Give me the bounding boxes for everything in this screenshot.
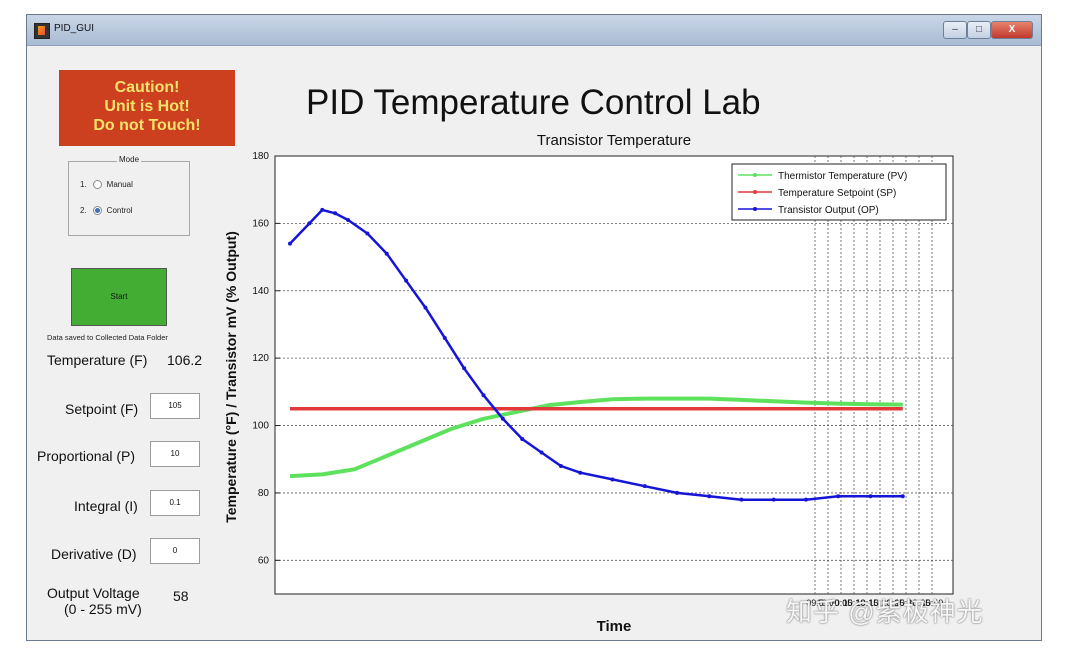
setpoint-input[interactable]: 105 <box>150 393 200 419</box>
y-tick-label: 60 <box>258 555 270 566</box>
chart-legend: Thermistor Temperature (PV) Temperature S… <box>731 163 947 221</box>
setpoint-label: Setpoint (F) <box>65 401 139 417</box>
mode-option-manual[interactable]: 1. Manual <box>80 180 133 189</box>
op-data-point <box>675 490 679 495</box>
caution-line-1: Caution! <box>114 79 180 96</box>
op-data-point <box>610 477 615 482</box>
x-tick-label: 10:30 <box>895 598 918 608</box>
pv-series-line <box>289 396 903 479</box>
temperature-label: Temperature (F) <box>47 352 148 368</box>
x-tick-label: 09:5 <box>806 598 824 608</box>
legend-label: Temperature Setpoint (SP) <box>778 188 896 199</box>
op-data-point <box>365 231 370 236</box>
close-button[interactable]: X <box>991 21 1033 39</box>
minimize-button[interactable]: – <box>943 21 967 39</box>
op-data-point <box>462 366 467 371</box>
gui-content: Caution! Unit is Hot! Do not Touch! Mode… <box>27 46 1041 642</box>
caution-line-2: Unit is Hot! <box>104 98 190 115</box>
x-tick-label: 10:15 <box>856 598 879 608</box>
app-title: PID Temperature Control Lab <box>306 83 761 122</box>
op-data-point <box>739 497 744 502</box>
y-grid: 60 80 100 120 140 160 180 <box>252 151 953 566</box>
op-data-point <box>384 251 389 256</box>
op-data-point <box>804 497 808 502</box>
saved-note: Data saved to Collected Data Folder <box>47 333 168 342</box>
mode-option-number: 2. <box>80 206 87 215</box>
y-tick-label: 160 <box>252 218 269 229</box>
start-button[interactable]: Start <box>71 268 167 326</box>
integral-label: Integral (I) <box>74 498 138 514</box>
output-voltage-value: 58 <box>173 588 189 604</box>
y-tick-label: 140 <box>252 286 269 297</box>
derivative-label: Derivative (D) <box>51 546 137 562</box>
y-tick-label: 100 <box>252 421 269 432</box>
window-title: PID_GUI <box>54 23 95 34</box>
legend-marker <box>753 173 757 177</box>
output-voltage-label: Output Voltage <box>47 585 140 601</box>
plot-area <box>274 155 954 595</box>
x-tick-label: 10:00 <box>817 598 840 608</box>
y-axis-label: Temperature (°F) / Transistor mV (% Outp… <box>223 231 239 523</box>
op-data-point <box>404 278 409 283</box>
mode-option-label: Control <box>106 206 133 215</box>
op-data-point <box>423 305 428 310</box>
y-tick-label: 120 <box>252 353 269 364</box>
op-data-point <box>868 494 873 499</box>
mode-group: Mode 1. Manual 2. Control <box>68 155 190 236</box>
op-data-point <box>707 494 712 499</box>
op-data-point <box>900 494 905 499</box>
x-grid: 09:510:0010:0510:1010:1510:2010:2510:301… <box>806 156 943 608</box>
legend-label: Transistor Output (OP) <box>778 205 879 216</box>
x-tick-label: 10:25 <box>882 598 905 608</box>
op-data-point <box>558 463 563 468</box>
op-data-point <box>578 470 583 475</box>
op-data-point <box>520 437 525 442</box>
op-data-point <box>320 207 325 212</box>
caution-line-3: Do not Touch! <box>93 117 201 134</box>
maximize-button[interactable]: □ <box>967 21 991 39</box>
op-data-point <box>642 484 647 489</box>
chart-title: Transistor Temperature <box>537 132 691 149</box>
series-group <box>288 207 905 502</box>
derivative-input[interactable]: 0 <box>150 538 200 564</box>
op-data-point <box>481 393 486 398</box>
y-tick-label: 180 <box>252 151 269 162</box>
output-voltage-range: (0 - 255 mV) <box>64 601 142 617</box>
x-tick-label: 10:20 <box>869 598 892 608</box>
x-tick-label: 10:40 <box>921 598 944 608</box>
op-data-point <box>307 221 312 226</box>
legend-marker <box>753 207 757 211</box>
proportional-input[interactable]: 10 <box>150 441 200 467</box>
manual-radio[interactable] <box>92 180 102 189</box>
op-data-point <box>539 450 544 455</box>
watermark: 知乎 @紫极神光 <box>786 597 984 627</box>
x-tick-label: 10:05 <box>830 598 853 608</box>
op-data-point <box>346 218 351 223</box>
title-bar[interactable]: PID_GUI – □ X <box>27 15 1041 46</box>
op-data-point <box>500 416 505 421</box>
matlab-app-icon <box>34 23 50 39</box>
mode-option-number: 1. <box>80 180 87 189</box>
x-tick-label: 10:10 <box>843 598 866 608</box>
mode-legend: Mode <box>117 155 142 164</box>
op-data-point <box>771 497 776 502</box>
mode-option-control[interactable]: 2. Control <box>80 206 132 215</box>
op-data-point <box>836 494 841 499</box>
op-data-point <box>442 335 447 340</box>
proportional-label: Proportional (P) <box>37 448 136 464</box>
x-axis-label: Time <box>597 618 632 635</box>
control-radio[interactable] <box>92 206 102 215</box>
y-tick-label: 80 <box>258 488 270 499</box>
x-tick-label: 10:35 <box>908 598 931 608</box>
integral-input[interactable]: 0.1 <box>150 490 200 516</box>
mode-option-label: Manual <box>106 180 133 189</box>
op-data-point <box>288 241 292 246</box>
op-data-point <box>333 211 338 216</box>
temperature-value: 106.2 <box>167 352 203 368</box>
caution-banner: Caution! Unit is Hot! Do not Touch! <box>59 70 235 146</box>
legend-marker <box>753 190 757 194</box>
legend-label: Thermistor Temperature (PV) <box>778 171 907 182</box>
